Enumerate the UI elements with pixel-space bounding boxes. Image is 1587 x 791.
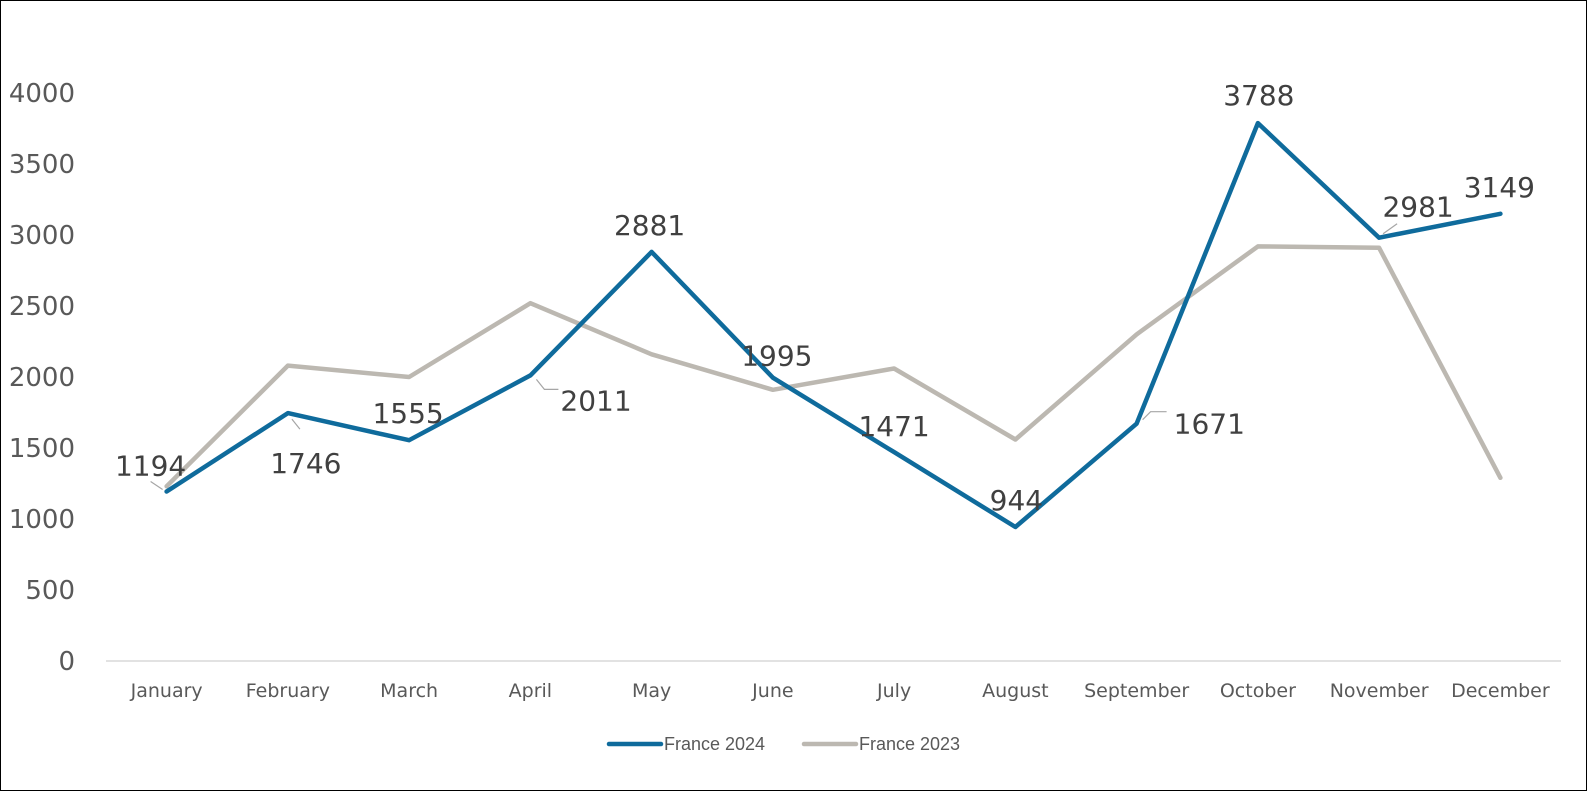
series-line-france-2024 [164, 120, 1503, 530]
data-label-france-2024: 1995 [741, 340, 812, 373]
x-tick-label: June [751, 680, 793, 702]
data-label-france-2024: 944 [990, 484, 1043, 517]
data-label-france-2024: 1555 [372, 397, 443, 430]
y-tick-label: 4000 [9, 79, 75, 109]
x-tick-label: April [509, 680, 552, 702]
data-label-france-2024: 2011 [560, 384, 631, 417]
x-tick-label: February [246, 680, 330, 702]
series-line-france-2023 [164, 244, 1503, 489]
x-tick-label: July [876, 680, 911, 702]
data-label-france-2024: 3788 [1223, 79, 1294, 112]
data-label-france-2024: 1671 [1174, 408, 1245, 441]
data-label-france-2024: 2981 [1382, 191, 1453, 224]
legend-label: France 2024 [664, 734, 765, 754]
data-label-leader [1142, 411, 1167, 421]
data-label-france-2024: 1746 [270, 447, 341, 480]
x-axis-ticks: January February March April May June July Augu… [130, 680, 1550, 702]
data-label-leader [1382, 223, 1398, 235]
legend-label: France 2023 [859, 734, 960, 754]
x-tick-label: December [1451, 680, 1550, 702]
data-label-france-2024: 1471 [858, 410, 929, 443]
y-tick-label: 1500 [9, 434, 75, 464]
data-label-france-2024: 3149 [1464, 171, 1535, 204]
y-tick-label: 500 [25, 576, 75, 606]
x-tick-label: August [982, 680, 1049, 702]
data-label-leader [535, 379, 559, 390]
data-label-leader [150, 481, 163, 490]
x-tick-label: January [130, 680, 203, 702]
series-lines [164, 120, 1503, 530]
x-tick-label: March [380, 680, 438, 702]
data-label-leader [291, 418, 301, 430]
y-tick-label: 2000 [9, 363, 75, 393]
data-label-leaders [150, 223, 1398, 490]
legend: France 2024 France 2023 [606, 734, 960, 754]
data-label-france-2024: 1194 [115, 449, 186, 482]
y-tick-label: 0 [58, 647, 75, 677]
y-tick-label: 3000 [9, 221, 75, 251]
x-tick-label: October [1220, 680, 1296, 702]
y-tick-label: 2500 [9, 292, 75, 322]
data-labels: 1194 1746 1555 2011 2881 1995 1471 944 1671 3788 2… [115, 79, 1535, 517]
y-tick-label: 1000 [9, 505, 75, 535]
x-tick-label: May [632, 680, 671, 702]
y-axis-ticks: 0 500 1000 1500 2000 2500 3000 3500 4000 [9, 79, 75, 677]
x-tick-label: November [1330, 680, 1429, 702]
y-tick-label: 3500 [9, 150, 75, 180]
x-tick-label: September [1084, 680, 1189, 702]
data-label-france-2024: 2881 [614, 209, 685, 242]
